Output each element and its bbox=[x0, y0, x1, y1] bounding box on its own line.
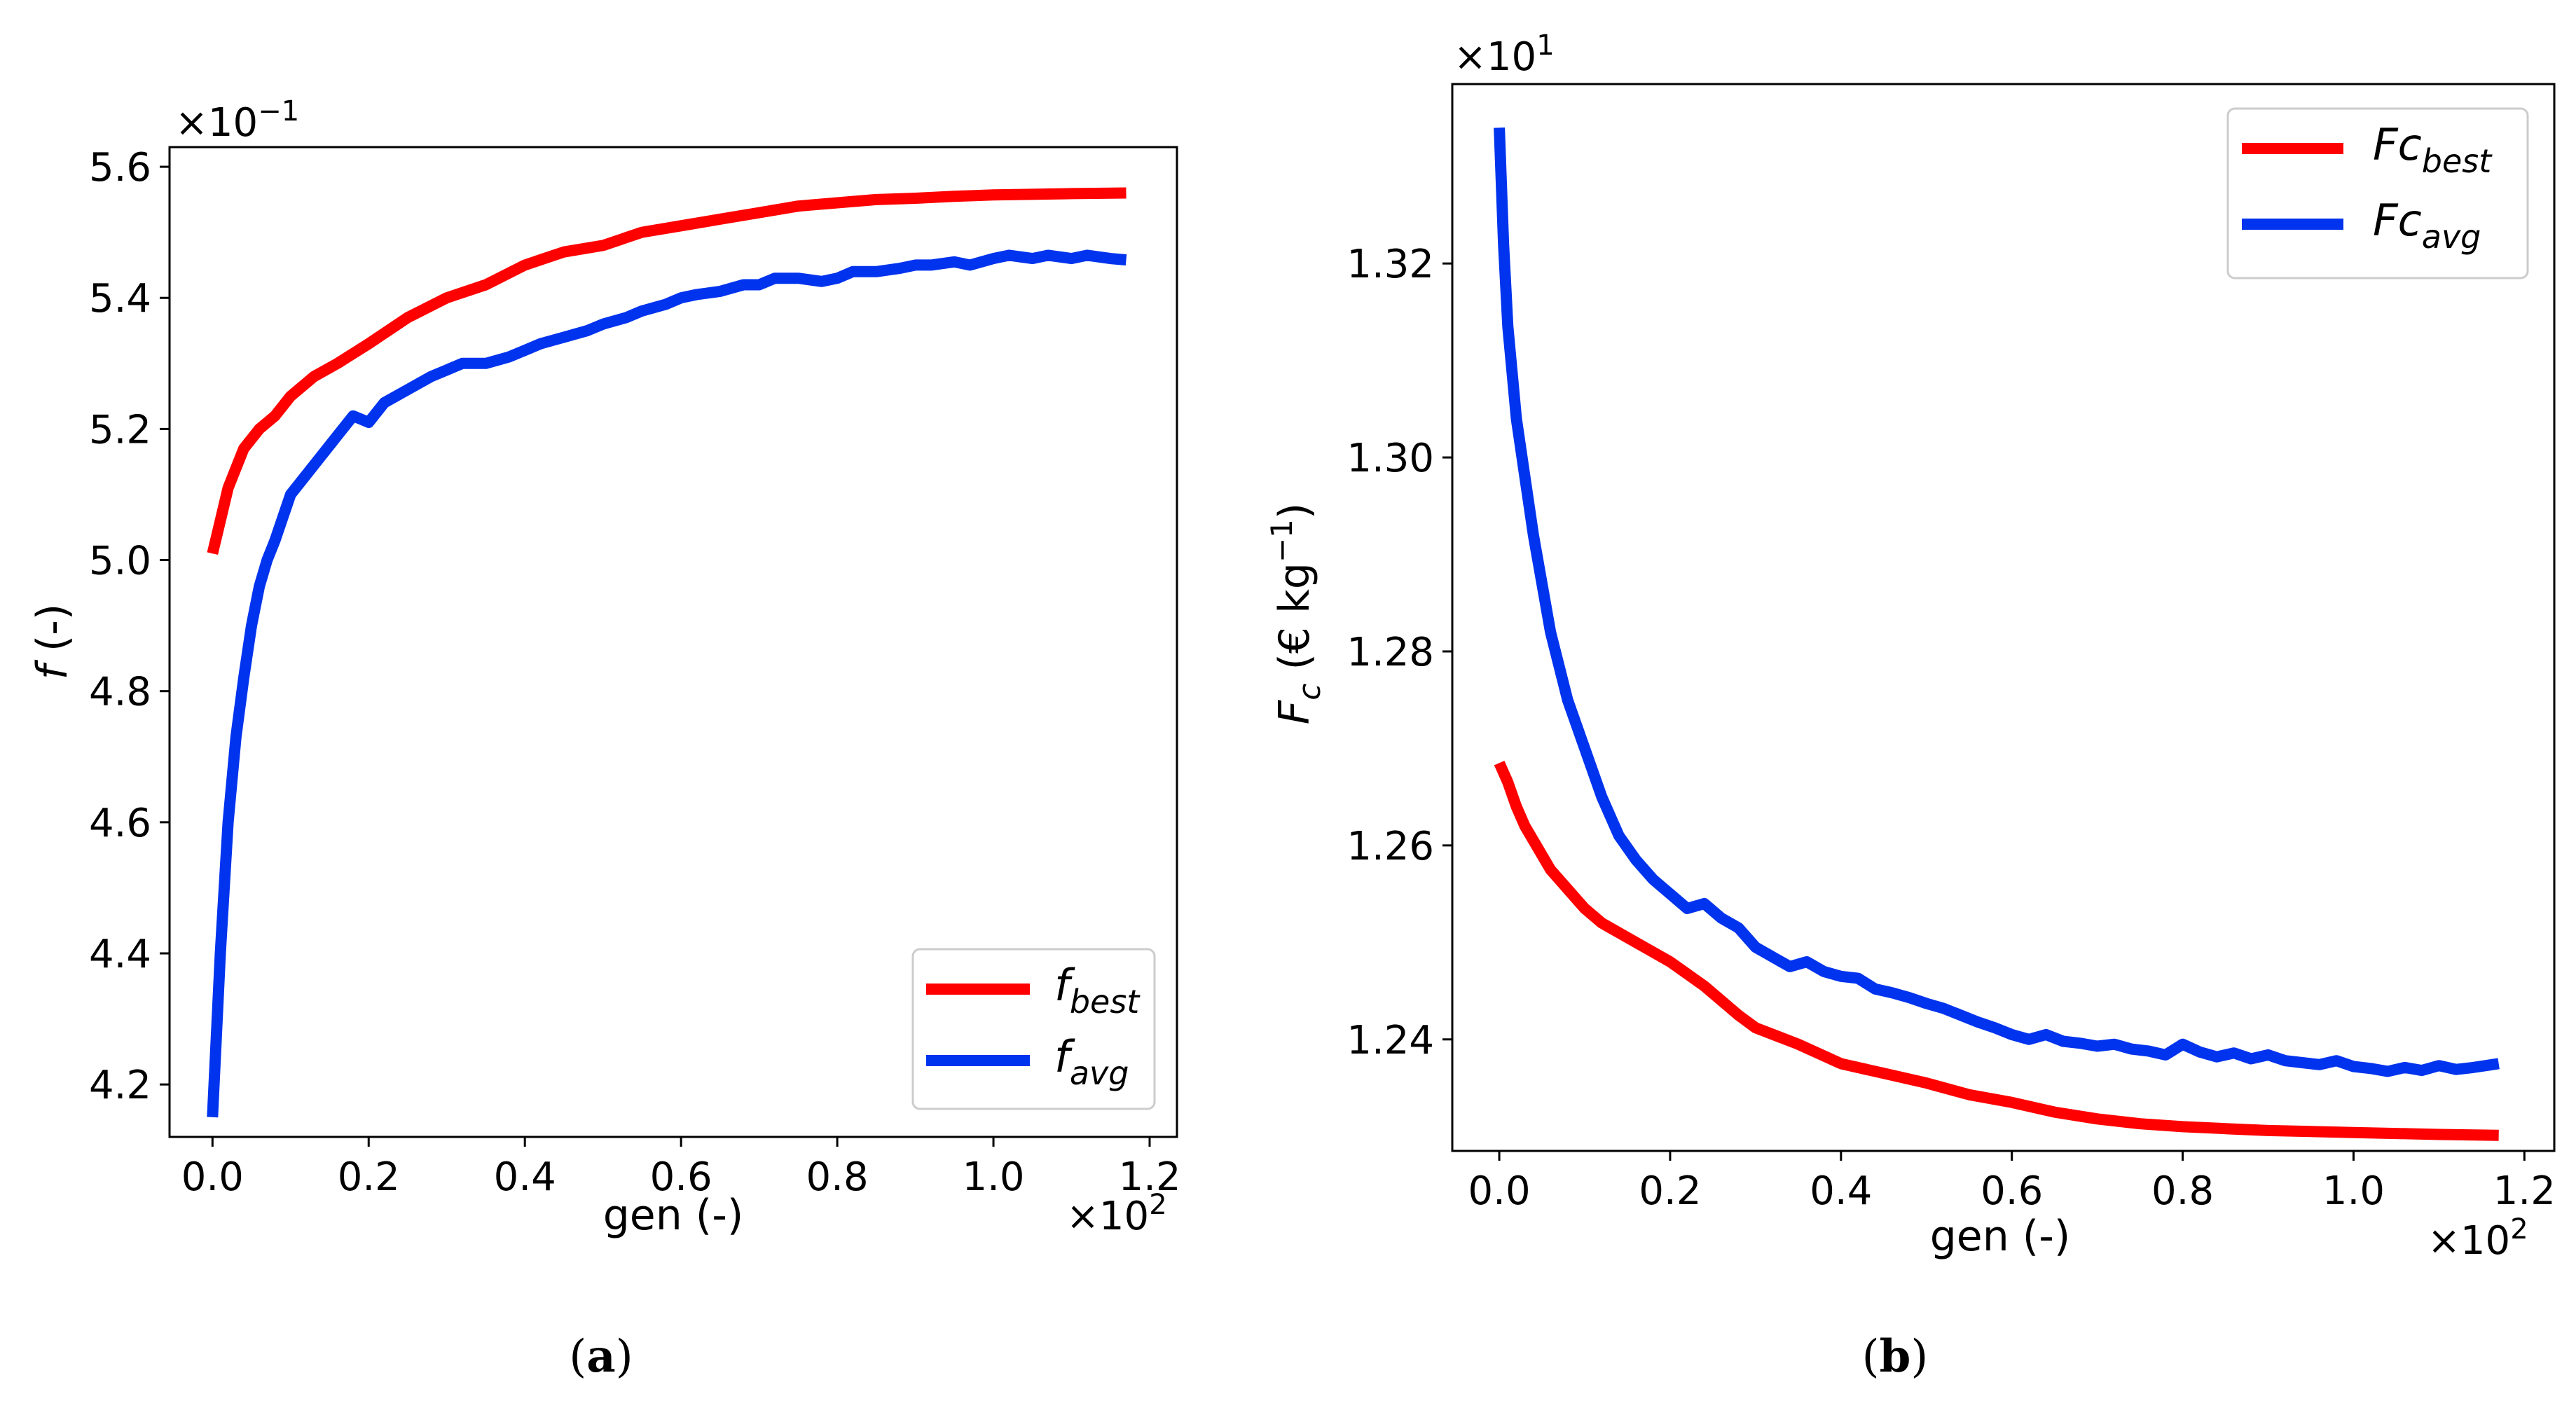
x-tick-label-b: 0.4 bbox=[1810, 1168, 1872, 1214]
plot-frame-b bbox=[1451, 83, 2556, 1152]
x-tick-label-a: 1.2 bbox=[1118, 1154, 1180, 1200]
y-multiplier-b: ×101 bbox=[1454, 29, 1555, 80]
x-tick-label-b: 1.2 bbox=[2493, 1168, 2556, 1214]
axis-ticks-a: 0.0 0.2 0.4 0.6 0.8 1.0 1.2 4.2 4.4 4.6 4.8 5.0 5.2 5… bbox=[89, 145, 1181, 1200]
series-line-best-b bbox=[1494, 760, 2499, 1141]
x-tick-label-b: 0.0 bbox=[1468, 1168, 1531, 1214]
y-tick-label-b: 1.32 bbox=[1346, 242, 1434, 287]
legend-a: fbest favg bbox=[911, 948, 1156, 1110]
x-tick-label-a: 0.2 bbox=[338, 1154, 400, 1200]
x-tick-label-a: 0.6 bbox=[650, 1154, 712, 1200]
series-lines-b bbox=[1494, 127, 2500, 1141]
legend-label-avg-b: Fcavg bbox=[2373, 195, 2481, 256]
axis-ticks-b: 0.0 0.2 0.4 0.6 0.8 1.0 1.2 1.24 1.26 1.28 1.30 1.3… bbox=[1346, 242, 2556, 1214]
series-line-best-a bbox=[207, 187, 1127, 555]
legend-label-best-a: fbest bbox=[1054, 960, 1141, 1021]
x-tick-label-a: 0.4 bbox=[494, 1154, 556, 1200]
y-multiplier-a: ×10−1 bbox=[175, 95, 299, 146]
x-multiplier-b: ×102 bbox=[2427, 1213, 2528, 1264]
y-tick-label-b: 1.30 bbox=[1346, 436, 1434, 481]
y-axis-label-a: f (-) bbox=[28, 604, 77, 680]
series-line-avg-b bbox=[1494, 127, 2500, 1077]
y-axis-label-b: Fc (€ kg−1) bbox=[1265, 503, 1328, 725]
x-tick-label-b: 0.2 bbox=[1639, 1168, 1701, 1214]
legend-b: Fcbest Fcavg bbox=[2226, 107, 2529, 279]
y-tick-label-b: 1.24 bbox=[1346, 1018, 1434, 1063]
caption-a: (a) bbox=[569, 1330, 633, 1383]
y-tick-label-a: 5.4 bbox=[89, 276, 151, 322]
y-tick-label-a: 4.4 bbox=[89, 932, 151, 977]
legend-label-avg-a: favg bbox=[1054, 1031, 1129, 1092]
legend-label-best-b: Fcbest bbox=[2373, 119, 2493, 180]
chart-panel-a: 0.0 0.2 0.4 0.6 0.8 1.0 1.2 4.2 4.4 4.6 4.8 5.0 5.2 5… bbox=[28, 95, 1181, 1383]
x-tick-label-a: 0.0 bbox=[181, 1154, 244, 1200]
y-tick-label-a: 4.8 bbox=[89, 670, 151, 715]
y-tick-label-a: 5.0 bbox=[89, 539, 151, 584]
x-multiplier-a: ×102 bbox=[1066, 1189, 1167, 1239]
y-tick-label-a: 5.2 bbox=[89, 407, 151, 453]
x-tick-label-b: 0.6 bbox=[1981, 1168, 2043, 1214]
caption-b: (b) bbox=[1862, 1330, 1929, 1383]
y-tick-label-a: 5.6 bbox=[89, 145, 151, 191]
x-tick-label-a: 1.0 bbox=[963, 1154, 1025, 1200]
x-tick-label-b: 0.8 bbox=[2151, 1168, 2214, 1214]
plot-frame-a bbox=[168, 146, 1178, 1138]
x-axis-label-a: gen (-) bbox=[603, 1191, 744, 1240]
series-line-avg-a bbox=[207, 249, 1127, 1118]
x-axis-label-b: gen (-) bbox=[1930, 1212, 2071, 1261]
y-tick-label-b: 1.28 bbox=[1346, 630, 1434, 675]
chart-panel-b: 0.0 0.2 0.4 0.6 0.8 1.0 1.2 1.24 1.26 1.28 1.30 1.3… bbox=[1265, 29, 2556, 1383]
x-tick-label-a: 0.8 bbox=[806, 1154, 869, 1200]
y-tick-label-a: 4.2 bbox=[89, 1063, 151, 1108]
y-tick-label-a: 4.6 bbox=[89, 801, 151, 846]
y-tick-label-b: 1.26 bbox=[1346, 824, 1434, 869]
x-tick-label-b: 1.0 bbox=[2322, 1168, 2385, 1214]
series-lines-a bbox=[207, 187, 1127, 1118]
